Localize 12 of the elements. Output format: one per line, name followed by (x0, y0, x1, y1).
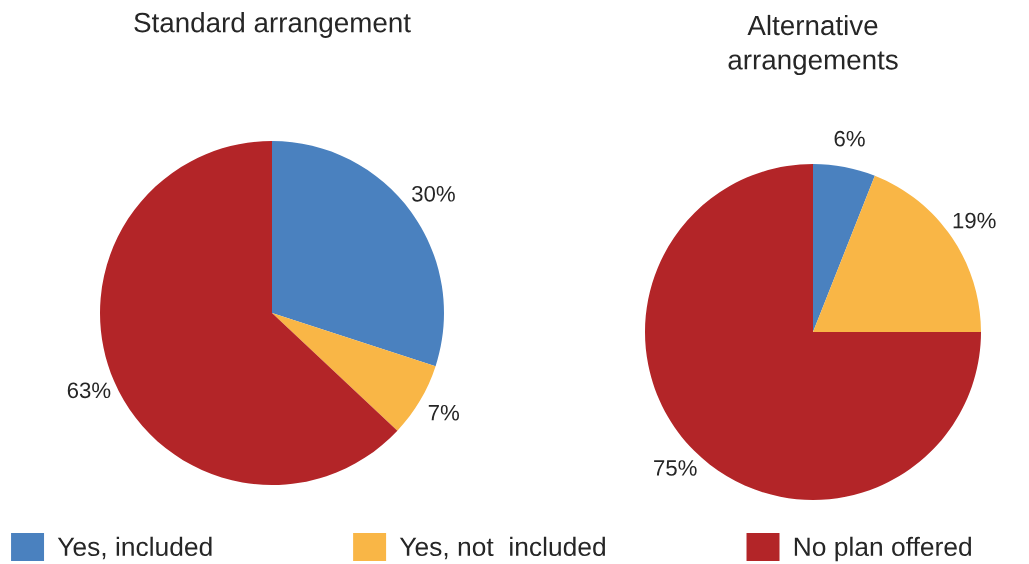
chart-title: Standard arrangement (134, 12, 411, 38)
data-label: 7% (428, 404, 459, 421)
data-label: 75% (654, 460, 697, 476)
legend-label: Yes, not included (399, 536, 605, 560)
pie-slice (813, 164, 875, 332)
data-label: 19% (953, 212, 996, 229)
legend-label: Yes, included (57, 536, 212, 560)
chart-title: Alternative arrangements (728, 14, 898, 76)
data-label: 63% (67, 382, 111, 399)
legend-label: No plan offered (794, 536, 971, 562)
data-label: 30% (412, 185, 455, 202)
data-label: 6% (834, 130, 865, 147)
